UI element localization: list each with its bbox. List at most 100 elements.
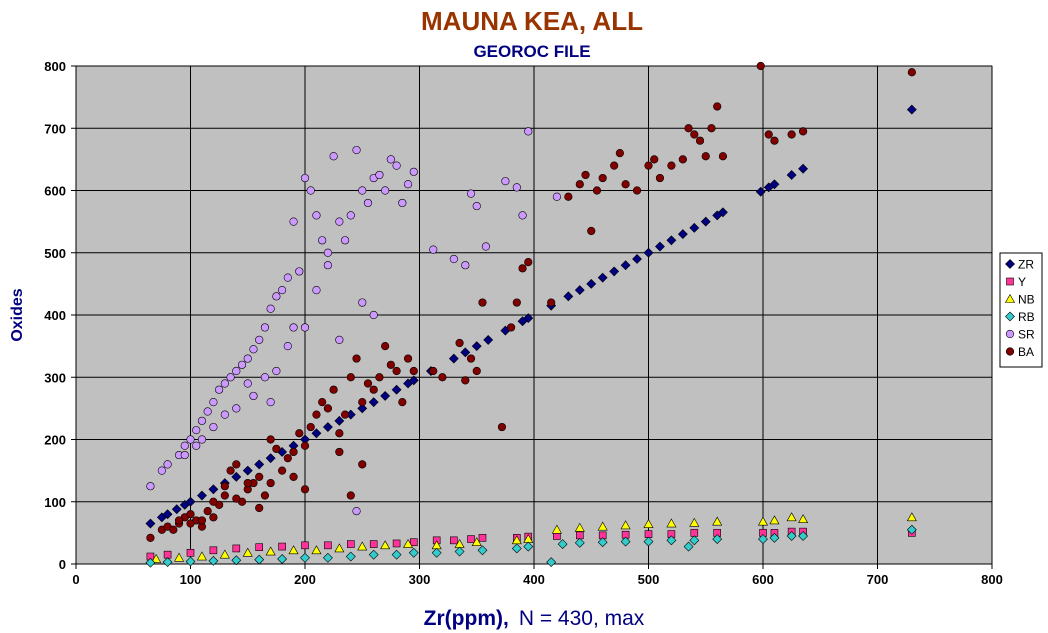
- data-point: [643, 519, 654, 528]
- data-point: [712, 516, 723, 526]
- data-point: [368, 397, 379, 408]
- data-point: [620, 536, 631, 547]
- data-point: [707, 124, 716, 133]
- x-axis: 0 100 200 300 400 500 600 700 800: [72, 563, 1003, 587]
- data-point: [471, 537, 482, 547]
- data-point: [650, 155, 659, 164]
- data-point: [318, 398, 327, 407]
- data-point: [312, 410, 321, 419]
- legend-label-zr: ZR: [1018, 258, 1034, 272]
- data-point: [375, 170, 384, 180]
- data-point: [481, 242, 491, 251]
- data-point: [655, 173, 665, 183]
- data-point: [231, 471, 242, 482]
- legend: ZR Y NB RB SR BA: [999, 252, 1043, 368]
- data-point: [174, 552, 185, 562]
- data-point: [449, 254, 458, 264]
- legend-marker-rb: [1005, 311, 1015, 322]
- series-nb: [151, 512, 917, 563]
- data-point: [209, 398, 218, 407]
- data-point: [632, 186, 642, 195]
- data-point: [764, 130, 773, 139]
- data-point: [209, 546, 218, 555]
- data-point: [322, 552, 333, 563]
- x-tick-label: 600: [752, 572, 774, 587]
- data-point: [587, 226, 596, 236]
- y-tick-label: 700: [44, 121, 66, 136]
- data-point: [409, 366, 418, 376]
- data-point: [323, 404, 333, 413]
- data-point: [574, 285, 585, 296]
- data-point: [301, 541, 309, 550]
- data-point: [254, 554, 265, 565]
- data-point: [220, 379, 229, 388]
- y-axis-label: Oxides: [9, 288, 26, 341]
- data-point: [403, 180, 413, 189]
- data-point: [255, 472, 264, 481]
- data-point: [249, 391, 258, 401]
- data-point: [621, 180, 630, 189]
- data-point: [461, 376, 470, 385]
- legend-marker-zr: [1005, 259, 1015, 269]
- y-tick-label: 200: [44, 433, 66, 448]
- data-point: [300, 485, 310, 494]
- chart-subtitle: GEOROC FILE: [473, 42, 590, 61]
- data-point: [689, 517, 700, 527]
- data-point: [352, 145, 361, 155]
- data-point: [266, 398, 275, 407]
- data-point: [907, 68, 916, 77]
- data-point: [408, 547, 419, 558]
- data-point: [358, 186, 367, 195]
- data-point: [755, 186, 766, 197]
- data-point: [306, 186, 315, 195]
- data-point: [196, 551, 207, 561]
- data-point: [712, 534, 723, 545]
- data-point: [243, 354, 252, 363]
- data-point: [666, 518, 677, 528]
- data-point: [226, 373, 235, 382]
- data-point: [438, 373, 447, 382]
- data-point: [690, 529, 699, 537]
- data-point: [392, 366, 401, 376]
- data-point: [756, 61, 765, 71]
- data-point: [643, 247, 654, 258]
- data-point: [358, 298, 367, 307]
- data-point: [255, 543, 263, 551]
- data-point: [334, 543, 345, 553]
- data-point: [232, 544, 241, 553]
- data-point: [300, 173, 310, 183]
- data-point: [700, 216, 711, 227]
- data-point: [666, 235, 677, 246]
- data-point: [255, 335, 264, 345]
- data-point: [786, 170, 797, 180]
- data-point: [237, 360, 247, 369]
- data-point: [408, 375, 419, 386]
- legend-label-nb: NB: [1018, 293, 1035, 307]
- data-point: [242, 465, 253, 476]
- data-point: [563, 291, 574, 302]
- data-point: [770, 136, 779, 145]
- data-point: [300, 552, 310, 563]
- data-point: [471, 341, 482, 352]
- data-point: [346, 373, 355, 382]
- data-point: [363, 198, 373, 208]
- data-point: [678, 155, 687, 164]
- data-point: [369, 385, 378, 394]
- data-point: [769, 179, 780, 190]
- data-point: [145, 518, 156, 529]
- data-point: [511, 543, 522, 554]
- chart-title: MAUNA KEA, ALL: [421, 6, 643, 36]
- data-point: [450, 536, 458, 545]
- data-point: [547, 298, 556, 307]
- data-point: [163, 460, 172, 469]
- data-point: [346, 540, 355, 548]
- x-tick-label: 400: [523, 572, 545, 587]
- data-point: [272, 292, 281, 301]
- data-point: [171, 504, 182, 515]
- data-point: [551, 524, 562, 534]
- data-point: [581, 170, 590, 180]
- data-point: [226, 466, 235, 475]
- data-point: [466, 189, 476, 198]
- data-point: [169, 525, 178, 534]
